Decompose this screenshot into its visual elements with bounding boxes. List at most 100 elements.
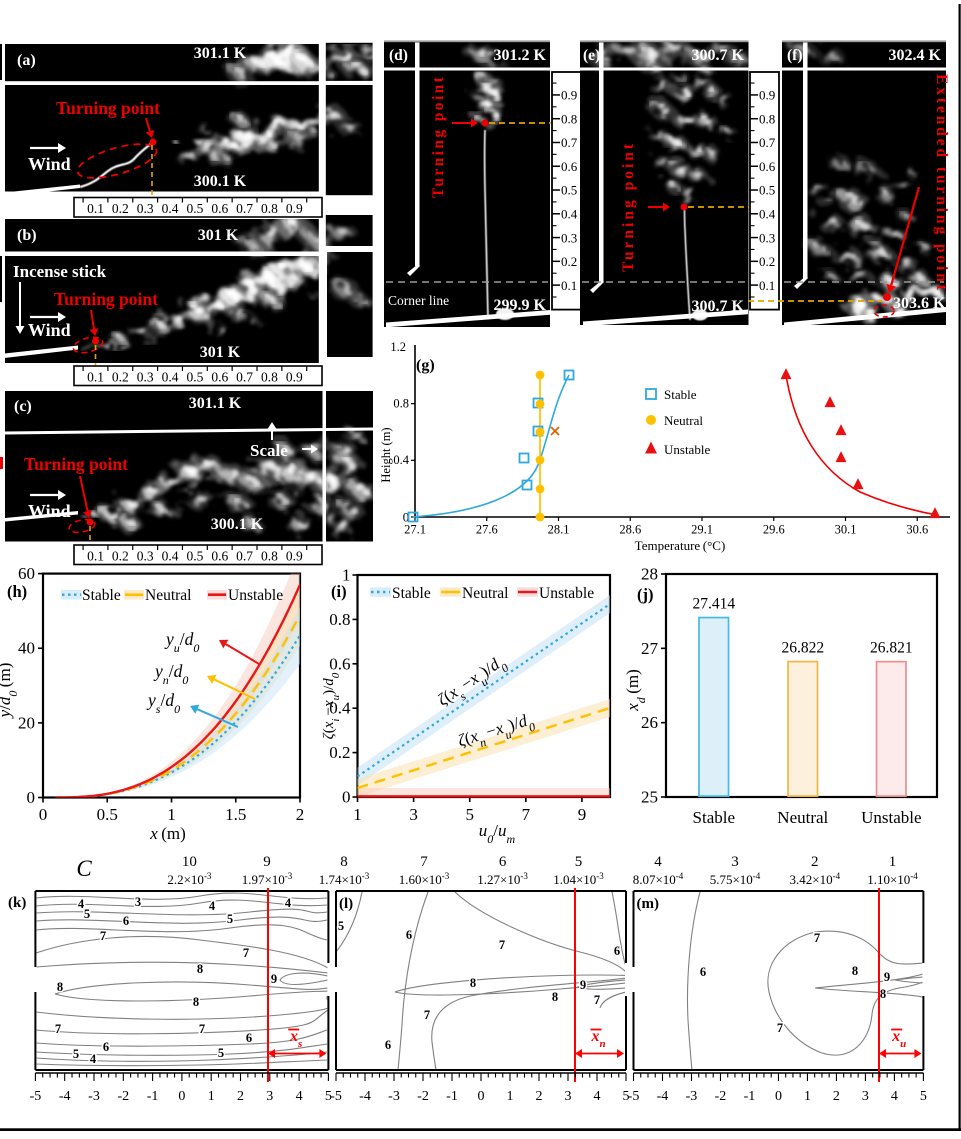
svg-text:0.5: 0.5 — [186, 549, 203, 564]
svg-text:1: 1 — [167, 805, 176, 824]
svg-text:Turning point: Turning point — [430, 75, 447, 198]
svg-text:Unstable: Unstable — [861, 808, 921, 827]
svg-text:7: 7 — [594, 993, 600, 1007]
svg-text:1.97×10-3: 1.97×10-3 — [242, 871, 293, 887]
svg-text:0.9: 0.9 — [286, 549, 303, 564]
svg-text:0.4: 0.4 — [759, 206, 776, 221]
svg-text:301 K: 301 K — [198, 227, 239, 244]
svg-text:Incense stick: Incense stick — [13, 262, 107, 281]
svg-text:Height (m): Height (m) — [379, 427, 393, 482]
svg-text:x (m): x (m) — [149, 824, 186, 843]
svg-text:-4: -4 — [59, 1089, 71, 1104]
svg-text:(l): (l) — [339, 896, 353, 912]
svg-text:xu: xu — [891, 1028, 906, 1050]
svg-text:0.9: 0.9 — [759, 88, 775, 103]
svg-text:0: 0 — [178, 1089, 185, 1104]
svg-text:0.6: 0.6 — [759, 159, 776, 174]
svg-text:-5: -5 — [628, 1089, 640, 1104]
svg-text:0.5: 0.5 — [186, 370, 203, 385]
svg-text:302.4 K: 302.4 K — [889, 47, 942, 64]
svg-text:0.5: 0.5 — [97, 805, 118, 824]
svg-text:Wind: Wind — [28, 501, 71, 521]
svg-text:Turning point: Turning point — [54, 289, 158, 309]
svg-text:0.4: 0.4 — [162, 549, 179, 564]
svg-text:-2: -2 — [117, 1089, 129, 1104]
svg-text:0.4: 0.4 — [393, 453, 409, 467]
svg-text:0.9: 0.9 — [286, 201, 303, 216]
svg-text:0.7: 0.7 — [236, 201, 253, 216]
svg-text:0: 0 — [403, 511, 409, 525]
svg-text:40: 40 — [18, 639, 35, 658]
svg-text:29.6: 29.6 — [763, 523, 785, 537]
svg-text:30.6: 30.6 — [906, 523, 928, 537]
svg-text:0.6: 0.6 — [211, 549, 228, 564]
svg-text:5: 5 — [325, 1089, 332, 1104]
svg-text:(a): (a) — [17, 52, 36, 69]
svg-text:3: 3 — [266, 1089, 273, 1104]
svg-text:0.8: 0.8 — [261, 370, 278, 385]
svg-text:300.1 K: 300.1 K — [211, 516, 264, 533]
svg-text:0.6: 0.6 — [211, 370, 228, 385]
svg-text:1.74×10-3: 1.74×10-3 — [319, 871, 370, 887]
svg-text:2.2×10-3: 2.2×10-3 — [167, 871, 212, 887]
svg-text:8: 8 — [470, 976, 476, 990]
svg-text:8: 8 — [197, 962, 203, 976]
svg-text:8: 8 — [852, 964, 858, 978]
svg-text:1.10×10-4: 1.10×10-4 — [867, 871, 918, 887]
svg-text:-3: -3 — [686, 1089, 698, 1104]
svg-text:300.7 K: 300.7 K — [692, 47, 745, 64]
svg-text:Unstable: Unstable — [664, 442, 710, 457]
svg-text:301.1 K: 301.1 K — [189, 395, 242, 412]
svg-text:0.9: 0.9 — [286, 370, 303, 385]
svg-text:301.2 K: 301.2 K — [494, 47, 547, 64]
svg-text:2: 2 — [536, 1089, 543, 1104]
svg-text:3: 3 — [135, 895, 141, 909]
svg-text:-5: -5 — [330, 1089, 342, 1104]
svg-text:10: 10 — [182, 854, 197, 870]
svg-text:7: 7 — [199, 1022, 205, 1036]
svg-text:0.7: 0.7 — [236, 549, 253, 564]
svg-text:303.6 K: 303.6 K — [893, 295, 946, 312]
svg-text:301.1 K: 301.1 K — [194, 45, 247, 62]
svg-text:7: 7 — [100, 929, 106, 943]
svg-text:0.3: 0.3 — [561, 230, 577, 245]
svg-text:xs: xs — [289, 1028, 302, 1050]
svg-text:1.60×10-3: 1.60×10-3 — [399, 871, 450, 887]
svg-text:0.7: 0.7 — [561, 135, 578, 150]
svg-text:0.6: 0.6 — [211, 201, 228, 216]
svg-text:2: 2 — [833, 1089, 840, 1104]
svg-text:6: 6 — [499, 854, 507, 870]
svg-text:8: 8 — [193, 995, 199, 1009]
svg-text:0.4: 0.4 — [561, 206, 578, 221]
svg-text:Unstable: Unstable — [228, 587, 283, 604]
svg-text:-2: -2 — [417, 1089, 429, 1104]
svg-text:300.7 K: 300.7 K — [692, 298, 745, 315]
svg-text:5: 5 — [338, 919, 344, 933]
svg-text:7: 7 — [522, 805, 531, 824]
svg-text:0.5: 0.5 — [186, 201, 203, 216]
svg-text:4: 4 — [285, 896, 292, 910]
svg-text:Stable: Stable — [693, 808, 736, 827]
svg-text:0.8: 0.8 — [759, 111, 775, 126]
svg-text:-5: -5 — [30, 1089, 42, 1104]
svg-text:7: 7 — [55, 1022, 61, 1036]
svg-text:25: 25 — [641, 788, 658, 807]
svg-text:9: 9 — [578, 805, 587, 824]
svg-text:Wind: Wind — [28, 320, 71, 340]
svg-text:Neutral: Neutral — [777, 808, 828, 827]
svg-text:9: 9 — [263, 854, 271, 870]
svg-text:27: 27 — [641, 639, 659, 658]
svg-text:xn: xn — [590, 1028, 605, 1050]
svg-text:2: 2 — [237, 1089, 244, 1104]
svg-text:4: 4 — [296, 1089, 303, 1104]
svg-text:0.5: 0.5 — [561, 183, 577, 198]
svg-text:7: 7 — [420, 854, 428, 870]
svg-text:5: 5 — [84, 907, 90, 921]
svg-text:0.2: 0.2 — [112, 549, 129, 564]
svg-text:6: 6 — [246, 1031, 252, 1045]
svg-text:301 K: 301 K — [200, 344, 241, 361]
svg-text:1.27×10-3: 1.27×10-3 — [477, 871, 528, 887]
svg-text:Unstable: Unstable — [539, 585, 594, 602]
svg-text:1.2: 1.2 — [390, 340, 406, 354]
svg-text:4: 4 — [209, 899, 216, 913]
